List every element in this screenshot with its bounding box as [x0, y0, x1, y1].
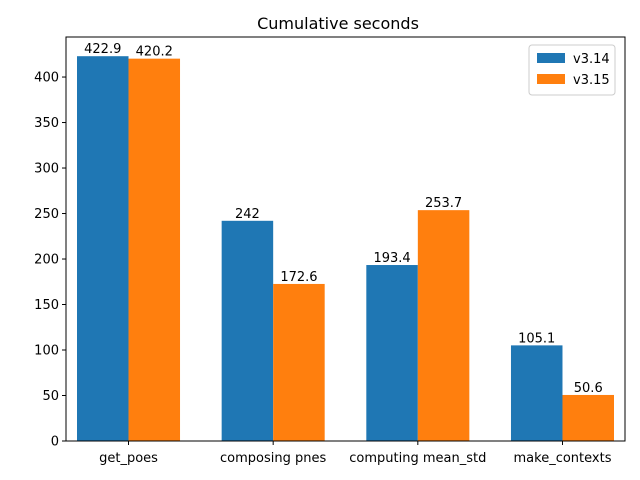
y-tick-label: 0	[51, 435, 59, 450]
data-label: 242	[235, 207, 260, 222]
x-tick-label: computing mean_std	[349, 451, 486, 466]
y-tick-label: 250	[34, 207, 59, 222]
y-tick-label: 150	[34, 298, 59, 313]
axes-group: 0 50 100 150 200 250 300 350 400 get_poes composin…	[34, 36, 626, 466]
data-label: 422.9	[84, 42, 121, 57]
legend-swatch	[537, 53, 565, 63]
plot-frame	[65, 36, 626, 442]
legend: v3.14 v3.15	[528, 44, 616, 96]
y-tick-label: 100	[34, 344, 59, 359]
legend-label: v3.15	[573, 73, 610, 88]
y-tick-label: 50	[42, 389, 59, 404]
bar-v3-14-make-contexts	[510, 345, 563, 441]
y-tick-label: 350	[34, 116, 59, 131]
legend-swatch	[537, 74, 565, 84]
y-tick-label: 300	[34, 162, 59, 177]
bar-v3-15-get-poes	[128, 58, 181, 442]
data-label: 193.4	[373, 251, 410, 266]
x-tick-label: composing pnes	[220, 451, 326, 466]
legend-label: v3.14	[573, 52, 610, 67]
bar-v3-14-composing-pnes	[221, 220, 274, 441]
data-labels-group: 422.9 242 193.4 105.1 420.2 172.6 253.7 50.6	[84, 42, 603, 396]
x-tick-label: get_poes	[99, 451, 158, 466]
data-label: 50.6	[574, 381, 603, 396]
x-tick-label: make_contexts	[514, 451, 612, 466]
data-label: 253.7	[425, 196, 462, 211]
data-label: 420.2	[136, 45, 173, 60]
bar-v3-15-computing-mean-std	[417, 210, 470, 441]
bar-v3-14-get-poes	[77, 56, 129, 442]
bar-v3-15-make-contexts	[562, 394, 614, 441]
data-label: 172.6	[280, 270, 317, 285]
data-label: 105.1	[518, 331, 555, 346]
y-tick-label: 400	[34, 71, 59, 86]
bar-v3-15-composing-pnes	[273, 283, 325, 441]
chart-title: Cumulative seconds	[257, 14, 419, 33]
bar-v3-14-computing-mean-std	[366, 265, 418, 441]
y-tick-label: 200	[34, 253, 59, 268]
bars-group	[77, 56, 614, 442]
